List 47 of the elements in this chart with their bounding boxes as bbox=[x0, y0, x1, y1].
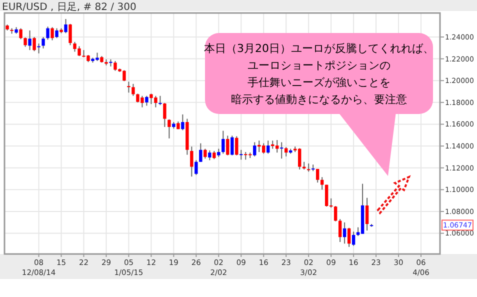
candlestick bbox=[222, 130, 225, 154]
candlestick bbox=[42, 36, 45, 49]
candlestick bbox=[240, 149, 243, 160]
candlestick bbox=[316, 168, 320, 184]
candlestick bbox=[46, 26, 50, 40]
candlestick bbox=[352, 231, 356, 246]
chart-title: EUR/USD , 日足, # 82 / 300 bbox=[2, 2, 136, 13]
candlestick bbox=[37, 43, 40, 54]
candlestick bbox=[280, 142, 284, 160]
candlestick bbox=[226, 135, 230, 156]
candlestick bbox=[145, 95, 148, 106]
candlestick bbox=[365, 197, 369, 232]
candlestick bbox=[347, 227, 351, 248]
candlestick bbox=[28, 30, 32, 51]
candlestick bbox=[32, 36, 36, 52]
annotation: 手仕舞いニーズが強いことを bbox=[248, 76, 390, 89]
candlestick bbox=[284, 146, 288, 157]
candlestick bbox=[68, 23, 72, 46]
candlestick bbox=[50, 26, 54, 41]
candlestick bbox=[168, 118, 171, 139]
candlestick bbox=[194, 160, 198, 176]
candlestick bbox=[342, 222, 346, 244]
candlestick bbox=[235, 136, 238, 156]
annotation: ユーロショートポジションの bbox=[248, 59, 390, 72]
candlestick bbox=[55, 28, 58, 39]
candlestick bbox=[19, 28, 22, 40]
candlestick bbox=[158, 95, 162, 106]
candlestick bbox=[266, 140, 270, 154]
candlestick bbox=[199, 142, 202, 162]
candlestick bbox=[320, 176, 324, 190]
candlestick bbox=[190, 146, 194, 178]
candlestick bbox=[24, 37, 27, 48]
candlestick bbox=[181, 114, 184, 131]
candlestick bbox=[208, 150, 212, 161]
candlestick bbox=[324, 184, 328, 208]
candlestick bbox=[64, 18, 68, 34]
candlestick bbox=[253, 142, 256, 157]
candlestick bbox=[230, 135, 234, 156]
candlestick bbox=[163, 102, 166, 128]
annotation: 暗示する値動きになるから、要注意 bbox=[231, 93, 407, 106]
candlestick bbox=[334, 206, 338, 222]
candlestick bbox=[127, 81, 130, 94]
candlestick bbox=[338, 218, 342, 243]
candlestick bbox=[204, 148, 207, 160]
candlestick bbox=[132, 83, 135, 96]
candlestick bbox=[298, 148, 302, 170]
annotation: 本日（3月20日）ユーロが反騰してくれれば、 bbox=[204, 42, 434, 55]
